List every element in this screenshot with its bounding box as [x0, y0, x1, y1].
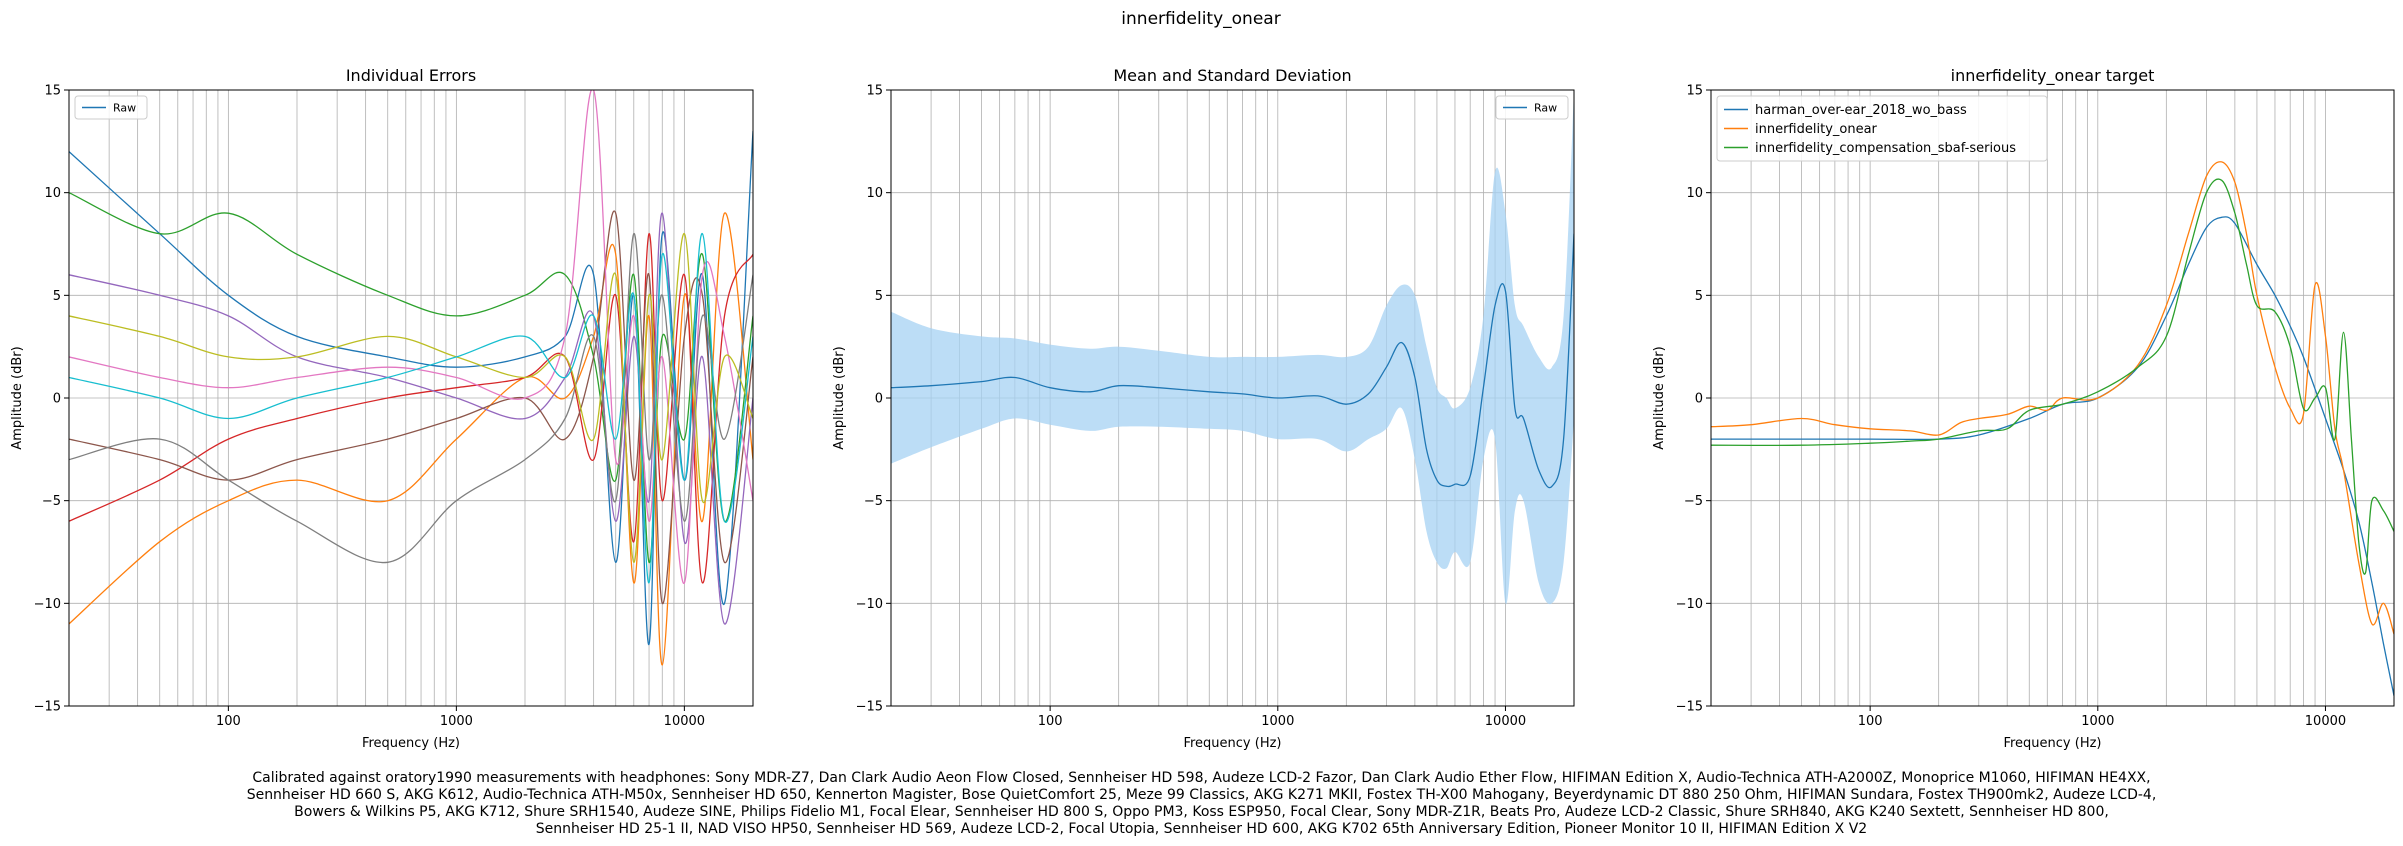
std-deviation-band: [891, 90, 1574, 605]
series-line-2: [69, 192, 753, 563]
x-tick-label: 100: [1038, 714, 1063, 729]
caption-line: Sennheiser HD 660 S, AKG K612, Audio-Tec…: [246, 787, 2157, 803]
y-tick-label: −10: [1676, 597, 1703, 612]
x-axis-label: Frequency (Hz): [362, 736, 460, 751]
legend-label: innerfidelity_onear: [1755, 122, 1878, 137]
x-tick-label: 10000: [2305, 714, 2346, 729]
legend-box: [74, 95, 148, 120]
plot-area: [891, 90, 1574, 605]
caption-line: Bowers & Wilkins P5, AKG K712, Shure SRH…: [294, 804, 2109, 820]
legend-label: Raw: [1534, 101, 1557, 114]
legend-label: Raw: [113, 101, 136, 114]
y-tick-label: 5: [875, 289, 883, 304]
x-tick-label: 100: [216, 714, 241, 729]
series-line-0: [1711, 216, 2394, 696]
legend: Raw: [1495, 95, 1569, 120]
y-axis-label: Amplitude (dBr): [1652, 346, 1667, 449]
x-tick-label: 1000: [1261, 714, 1294, 729]
y-tick-label: 15: [866, 84, 883, 99]
y-tick-label: −10: [856, 597, 883, 612]
y-tick-label: 10: [44, 186, 61, 201]
legend: harman_over-ear_2018_wo_bass innerfidelit…: [1716, 95, 2048, 162]
legend-label: innerfidelity_compensation_sbaf-serious: [1755, 141, 2016, 156]
series-line-0: [891, 233, 1574, 489]
y-tick-label: 15: [1686, 84, 1703, 99]
x-tick-label: 1000: [2081, 714, 2114, 729]
series-line-5: [69, 210, 753, 604]
legend-box: [1716, 95, 2048, 162]
y-tick-label: 5: [1695, 289, 1703, 304]
y-tick-label: 0: [53, 392, 61, 407]
series-line-2: [1711, 178, 2394, 575]
x-tick-label: 10000: [664, 714, 705, 729]
y-tick-label: −10: [34, 597, 61, 612]
series-line-1: [69, 212, 753, 666]
y-tick-label: 0: [875, 392, 883, 407]
y-tick-label: 5: [53, 289, 61, 304]
legend-box: [1495, 95, 1569, 120]
y-tick-label: 15: [44, 84, 61, 99]
calibration-caption: Calibrated against oratory1990 measureme…: [0, 770, 2403, 838]
plot-area: [1711, 161, 2394, 696]
y-tick-label: −15: [34, 700, 61, 715]
y-tick-label: −5: [42, 494, 61, 509]
legend: Raw: [74, 95, 148, 120]
chart-title: innerfidelity_onear target: [1951, 66, 2155, 86]
chart-target: innerfidelity_onear target Frequency (Hz…: [1652, 66, 2395, 751]
series-line-1: [1711, 161, 2394, 635]
y-tick-label: 0: [1695, 392, 1703, 407]
legend-label: harman_over-ear_2018_wo_bass: [1755, 103, 1967, 118]
x-tick-label: 1000: [440, 714, 473, 729]
chart-mean-and-standard-deviation: Mean and Standard Deviation Frequency (H…: [832, 66, 1575, 751]
x-axis-label: Frequency (Hz): [1183, 736, 1281, 751]
y-axis-label: Amplitude (dBr): [832, 346, 847, 449]
x-tick-label: 10000: [1485, 714, 1526, 729]
caption-line: Calibrated against oratory1990 measureme…: [252, 770, 2151, 786]
caption-line: Sennheiser HD 25-1 II, NAD VISO HP50, Se…: [535, 821, 1868, 837]
y-tick-label: 10: [866, 186, 883, 201]
x-tick-label: 100: [1858, 714, 1883, 729]
chart-individual-errors: Individual Errors Frequency (Hz) Amplitu…: [10, 66, 754, 751]
series-line-9: [69, 233, 753, 584]
plot-area: [69, 90, 753, 666]
series-line-0: [69, 131, 753, 646]
y-tick-label: −15: [856, 700, 883, 715]
y-tick-label: 10: [1686, 186, 1703, 201]
x-axis-label: Frequency (Hz): [2003, 736, 2101, 751]
chart-title: Mean and Standard Deviation: [1113, 66, 1351, 85]
chart-title: Individual Errors: [346, 66, 476, 85]
y-axis-label: Amplitude (dBr): [10, 346, 25, 449]
figure-title: innerfidelity_onear: [1121, 9, 1280, 29]
y-tick-label: −5: [1684, 494, 1703, 509]
y-tick-label: −15: [1676, 700, 1703, 715]
series-line-6: [69, 90, 753, 584]
series-line-8: [69, 233, 753, 563]
grid: [1711, 90, 2394, 706]
series-line-4: [69, 212, 753, 625]
y-tick-label: −5: [864, 494, 883, 509]
